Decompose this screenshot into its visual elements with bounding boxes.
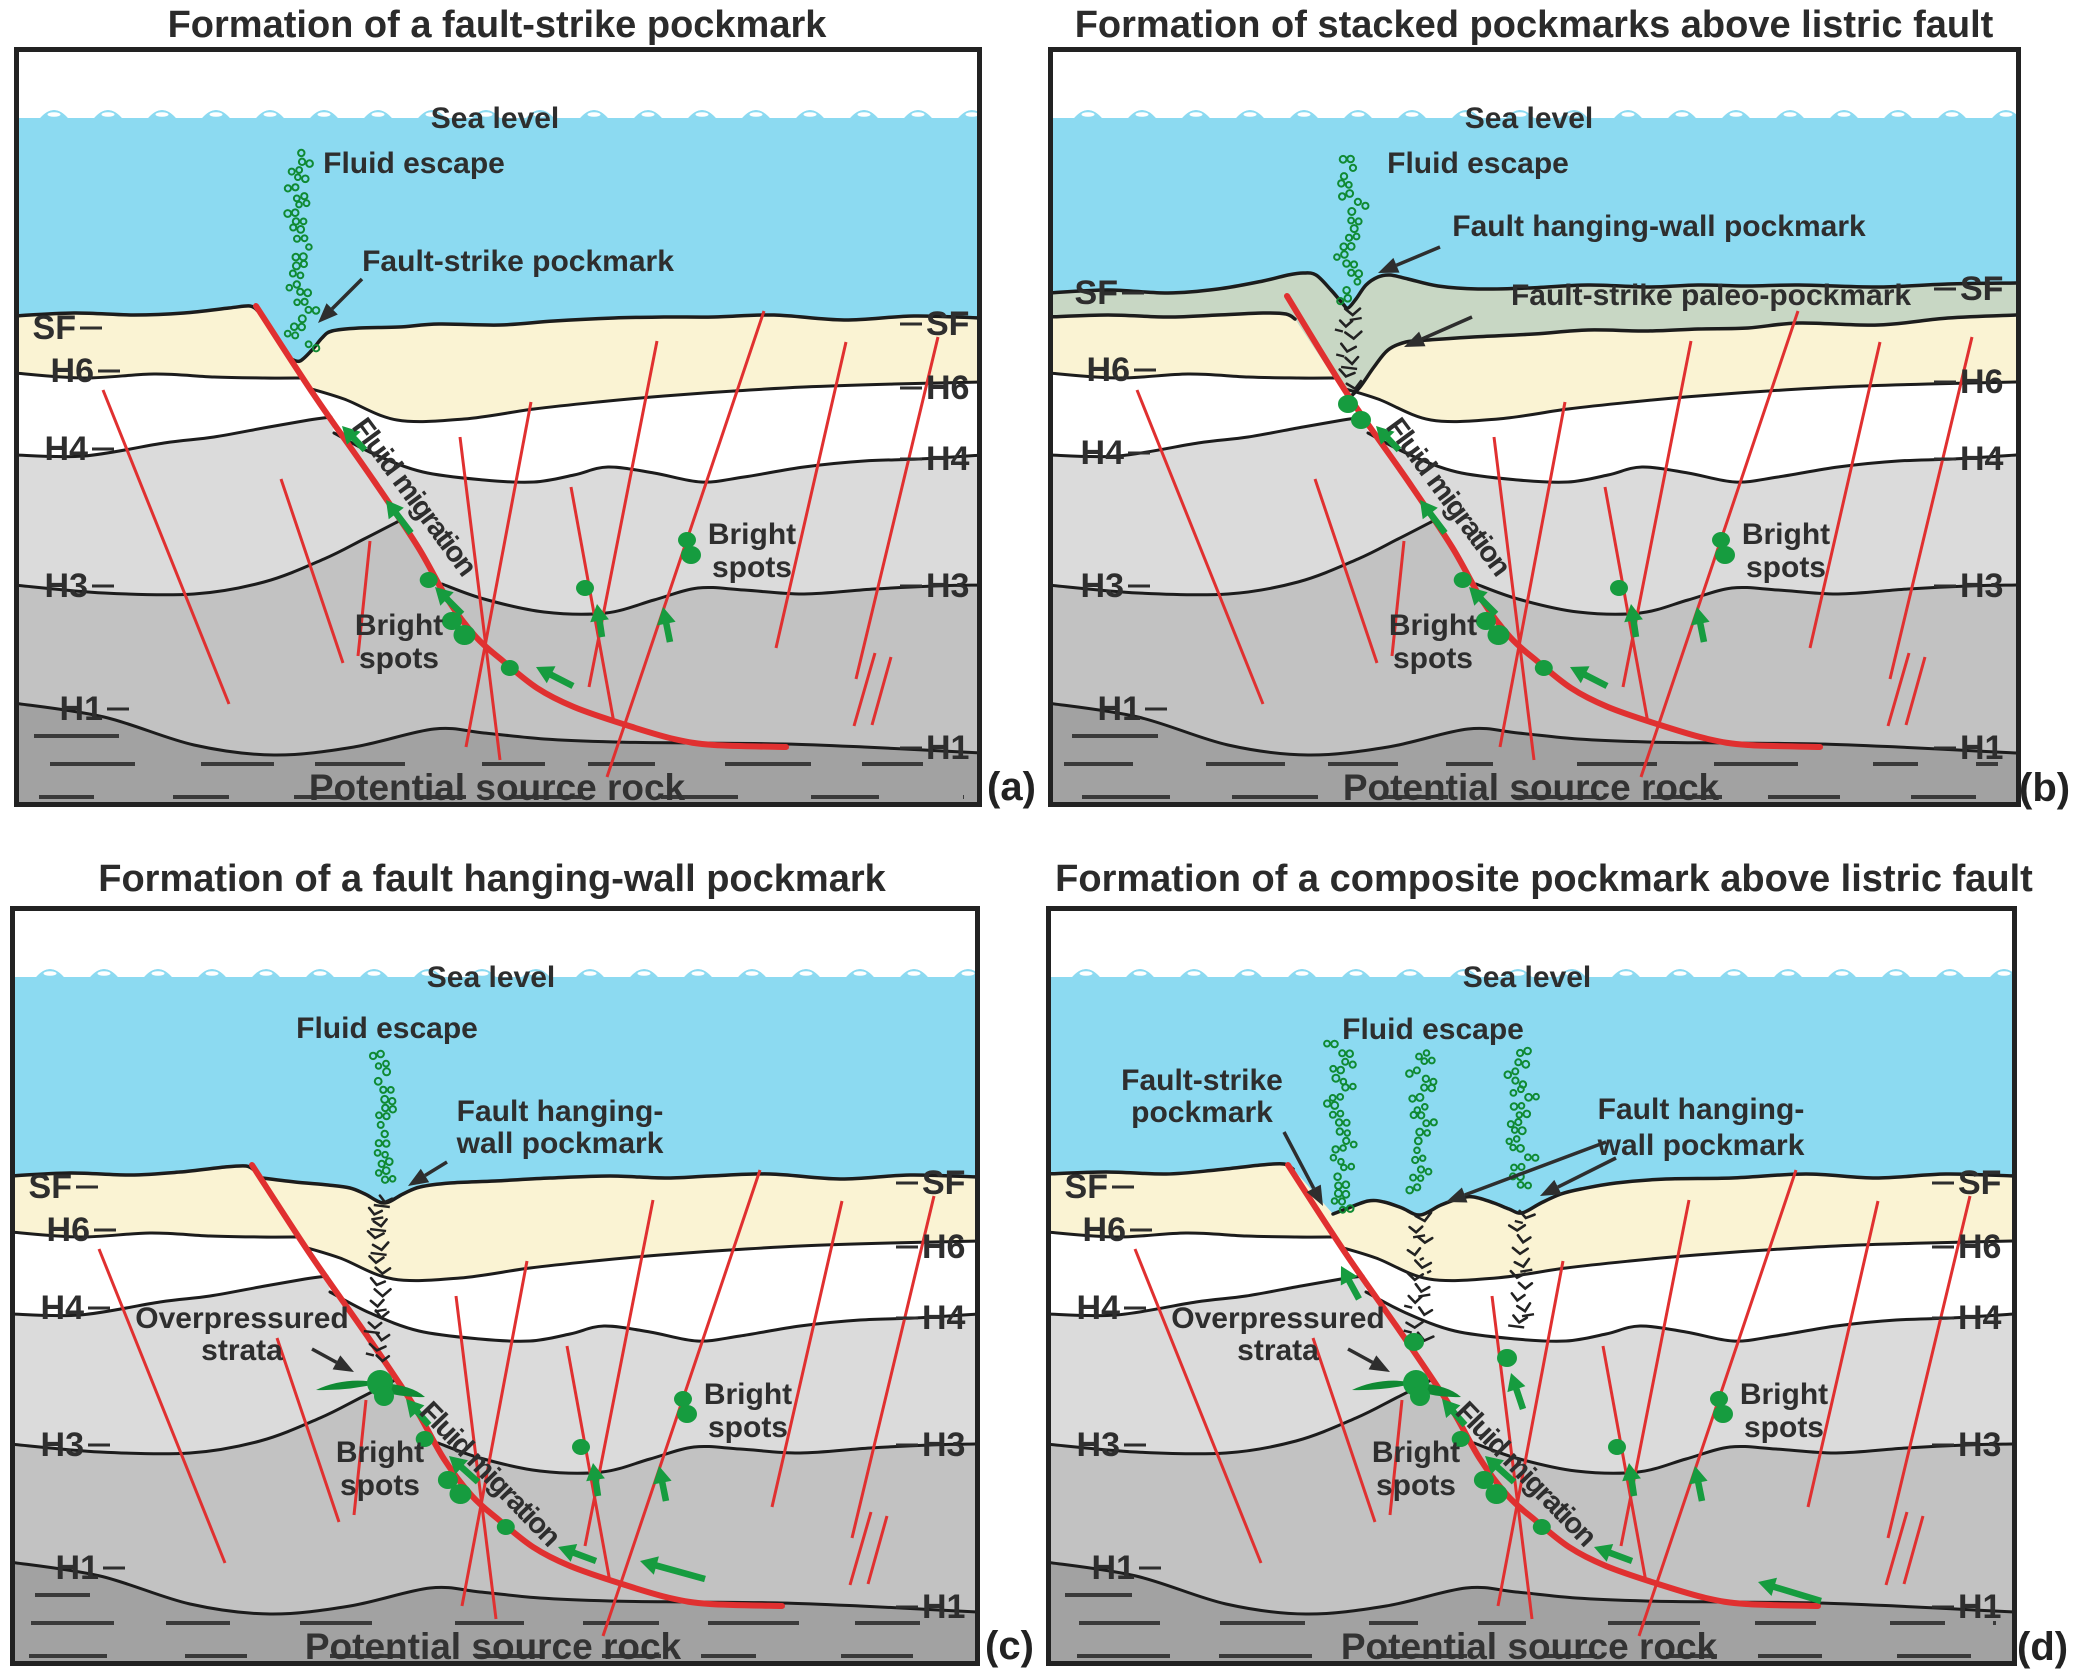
- svg-text:Bright: Bright: [355, 609, 443, 642]
- svg-text:Sea level: Sea level: [1465, 102, 1593, 135]
- svg-text:pockmark: pockmark: [1131, 1096, 1273, 1129]
- svg-text:Fluid escape: Fluid escape: [296, 1012, 478, 1045]
- svg-text:Fault hanging-: Fault hanging-: [1598, 1093, 1805, 1126]
- svg-text:spots: spots: [712, 551, 792, 584]
- svg-text:spots: spots: [1746, 551, 1826, 584]
- svg-text:H4: H4: [1077, 1289, 1121, 1327]
- svg-text:spots: spots: [1744, 1411, 1824, 1444]
- svg-text:H4: H4: [45, 430, 89, 468]
- svg-text:spots: spots: [340, 1469, 420, 1502]
- svg-text:Bright: Bright: [1372, 1436, 1460, 1469]
- svg-text:Sea level: Sea level: [1463, 961, 1591, 994]
- svg-text:Fault hanging-: Fault hanging-: [457, 1095, 664, 1128]
- svg-text:H1: H1: [926, 729, 969, 767]
- svg-text:Bright: Bright: [708, 518, 796, 551]
- svg-text:H6: H6: [1087, 351, 1130, 389]
- svg-text:Fluid escape: Fluid escape: [323, 147, 505, 180]
- svg-text:Fluid escape: Fluid escape: [1387, 147, 1569, 180]
- svg-text:Sea level: Sea level: [427, 961, 555, 994]
- svg-text:H1: H1: [1958, 1588, 2001, 1626]
- svg-text:H3: H3: [1958, 1426, 2001, 1464]
- svg-text:Fault-strike pockmark: Fault-strike pockmark: [362, 245, 674, 278]
- svg-text:wall pockmark: wall pockmark: [1597, 1129, 1805, 1162]
- svg-text:Bright: Bright: [336, 1436, 424, 1469]
- svg-text:H3: H3: [1081, 567, 1124, 605]
- svg-text:strata: strata: [201, 1334, 283, 1367]
- svg-text:H3: H3: [45, 567, 88, 605]
- svg-text:Bright: Bright: [1389, 609, 1477, 642]
- svg-text:H1: H1: [1960, 729, 2003, 767]
- svg-text:SF: SF: [1960, 270, 2003, 308]
- svg-text:SF: SF: [926, 305, 969, 343]
- svg-text:H3: H3: [1077, 1426, 1120, 1464]
- svg-text:SF: SF: [1065, 1168, 1108, 1206]
- svg-text:H6: H6: [1960, 363, 2003, 401]
- svg-text:spots: spots: [1393, 642, 1473, 675]
- svg-text:H1: H1: [1092, 1549, 1135, 1587]
- svg-text:Fault hanging-wall pockmark: Fault hanging-wall pockmark: [1452, 210, 1866, 243]
- svg-text:wall pockmark: wall pockmark: [456, 1127, 664, 1160]
- svg-text:SF: SF: [1958, 1164, 2001, 1202]
- svg-text:H3: H3: [41, 1426, 84, 1464]
- svg-text:SF: SF: [33, 309, 76, 347]
- svg-text:SF: SF: [29, 1168, 72, 1206]
- svg-text:Bright: Bright: [704, 1378, 792, 1411]
- svg-text:H1: H1: [60, 690, 103, 728]
- svg-text:Potential source rock: Potential source rock: [305, 1626, 682, 1661]
- svg-text:Sea level: Sea level: [431, 102, 559, 135]
- svg-text:H6: H6: [926, 369, 969, 407]
- svg-text:strata: strata: [1237, 1334, 1319, 1367]
- svg-text:H4: H4: [1958, 1299, 2002, 1337]
- svg-text:Potential source rock: Potential source rock: [1341, 1626, 1718, 1661]
- svg-text:H1: H1: [56, 1549, 99, 1587]
- svg-text:Fault-strike: Fault-strike: [1121, 1064, 1283, 1097]
- svg-text:H4: H4: [41, 1289, 85, 1327]
- svg-text:Bright: Bright: [1740, 1378, 1828, 1411]
- svg-text:Fluid escape: Fluid escape: [1342, 1013, 1524, 1046]
- svg-text:H4: H4: [1081, 434, 1125, 472]
- svg-text:spots: spots: [359, 642, 439, 675]
- svg-text:H3: H3: [922, 1426, 965, 1464]
- svg-text:H1: H1: [1098, 690, 1141, 728]
- svg-text:Overpressured: Overpressured: [1171, 1302, 1384, 1335]
- svg-text:spots: spots: [1376, 1469, 1456, 1502]
- svg-text:H6: H6: [51, 352, 94, 390]
- svg-text:Bright: Bright: [1742, 518, 1830, 551]
- svg-text:Potential source rock: Potential source rock: [1343, 767, 1720, 802]
- svg-text:SF: SF: [1075, 274, 1118, 312]
- svg-text:Potential source rock: Potential source rock: [309, 767, 686, 802]
- svg-text:Fault-strike paleo-pockmark: Fault-strike paleo-pockmark: [1511, 279, 1911, 312]
- svg-text:H3: H3: [1960, 567, 2003, 605]
- svg-text:SF: SF: [922, 1164, 965, 1202]
- svg-text:H4: H4: [1960, 440, 2004, 478]
- svg-text:spots: spots: [708, 1411, 788, 1444]
- svg-text:H6: H6: [1958, 1228, 2001, 1266]
- svg-text:H4: H4: [922, 1299, 966, 1337]
- svg-text:H6: H6: [1083, 1211, 1126, 1249]
- svg-text:Overpressured: Overpressured: [135, 1302, 348, 1335]
- svg-text:H6: H6: [922, 1228, 965, 1266]
- svg-text:H1: H1: [922, 1588, 965, 1626]
- svg-text:H4: H4: [926, 440, 970, 478]
- svg-text:H6: H6: [47, 1211, 90, 1249]
- svg-text:H3: H3: [926, 567, 969, 605]
